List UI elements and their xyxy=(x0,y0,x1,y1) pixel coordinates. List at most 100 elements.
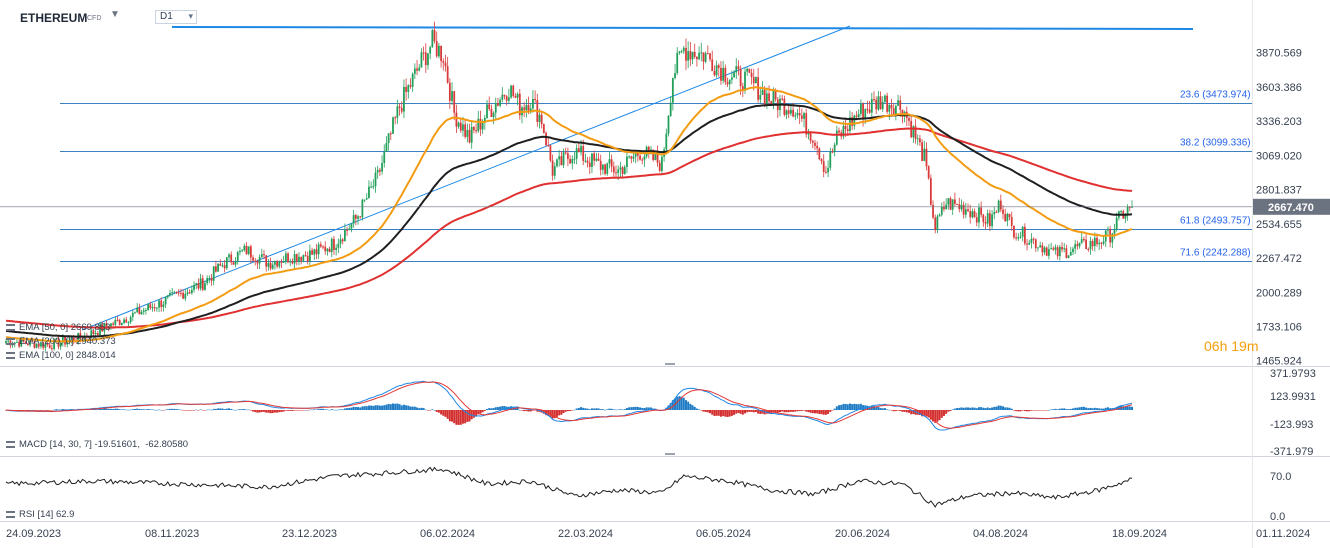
candle-body xyxy=(969,211,972,218)
macd-bar xyxy=(1039,410,1042,411)
candle-body xyxy=(315,249,318,255)
macd-bar xyxy=(1091,408,1094,410)
candle-body xyxy=(932,204,934,218)
candle-body xyxy=(164,297,167,305)
candle-body xyxy=(682,47,685,52)
macd-bar xyxy=(127,409,130,411)
macd-bar xyxy=(269,410,272,414)
macd-bar xyxy=(48,410,51,411)
macd-bar xyxy=(595,408,598,410)
macd-bar xyxy=(367,405,370,410)
macd-bar xyxy=(951,409,954,410)
fib-label-0: 23.6 (3473.974) xyxy=(1180,90,1251,101)
candle-body xyxy=(814,142,816,146)
macd-bar xyxy=(472,410,475,418)
macd-bar xyxy=(444,410,447,417)
macd-bar xyxy=(177,409,180,410)
candle-body xyxy=(881,101,884,110)
candle-body xyxy=(610,159,613,167)
candle-body xyxy=(433,30,436,42)
candle-body xyxy=(720,67,722,81)
candle-body xyxy=(422,52,425,54)
macd-bar xyxy=(617,409,620,411)
candle-body xyxy=(1006,213,1009,222)
candle-body xyxy=(870,99,873,113)
macd-bar xyxy=(1052,409,1055,410)
macd-bar xyxy=(247,409,250,411)
ema100-legend[interactable]: EMA [100, 0] 2848.014 xyxy=(6,350,116,361)
macd-bar xyxy=(219,408,222,410)
macd-legend[interactable]: MACD [14, 30, 7] -19.51601, -62.80580 xyxy=(6,439,188,450)
macd-bar xyxy=(728,410,731,417)
macd-bar xyxy=(332,409,335,411)
candle-timer: 06h 19m xyxy=(1204,338,1259,354)
candle-body xyxy=(477,118,480,132)
candle-body xyxy=(31,340,34,342)
ema200-legend[interactable]: EMA [200, 0] 2940.373 xyxy=(6,336,116,347)
macd-bar xyxy=(1067,409,1070,410)
rsi-legend[interactable]: RSI [14] 62.9 xyxy=(6,509,74,520)
candle-body xyxy=(18,341,21,347)
candle-body xyxy=(186,292,189,294)
candle-body xyxy=(199,278,202,289)
macd-bar xyxy=(144,409,147,410)
macd-bar xyxy=(553,410,556,419)
candle-body xyxy=(354,215,357,219)
candle-body xyxy=(1058,246,1061,257)
candle-body xyxy=(330,238,333,253)
candle-body xyxy=(1120,211,1122,213)
macd-bar xyxy=(46,410,49,411)
candle-body xyxy=(435,41,438,57)
macd-bar xyxy=(59,409,62,410)
candle-body xyxy=(175,292,178,294)
macd-bar xyxy=(582,407,585,410)
macd-bar xyxy=(42,410,45,411)
candle-body xyxy=(92,330,95,334)
macd-bar xyxy=(599,409,602,410)
macd-bar xyxy=(1080,406,1083,410)
macd-bar xyxy=(958,407,961,410)
macd-bar xyxy=(577,407,580,410)
macd-bar xyxy=(193,410,196,411)
macd-bar xyxy=(969,407,972,410)
macd-bar xyxy=(1065,408,1068,410)
candle-body xyxy=(658,162,661,171)
candle-body xyxy=(523,107,526,111)
symbol-name[interactable]: ETHEREUM xyxy=(20,11,88,25)
candle-body xyxy=(746,68,749,72)
candle-body xyxy=(55,338,58,340)
timeframe-select[interactable]: D1 ▾ xyxy=(155,10,197,24)
candle-body xyxy=(1126,206,1129,215)
candle-body xyxy=(1030,238,1033,243)
candle-body xyxy=(643,156,646,160)
macd-bar xyxy=(962,407,965,410)
rsi-label: RSI [14] xyxy=(19,509,54,520)
candle-body xyxy=(846,129,849,132)
ema50-legend[interactable]: EMA [50, 0] 2669.853 xyxy=(6,322,110,333)
candle-body xyxy=(37,343,40,347)
candle-body xyxy=(1037,247,1039,249)
macd-bar xyxy=(761,410,764,414)
candle-body xyxy=(997,200,1000,213)
macd-value2: -62.80580 xyxy=(145,439,189,450)
candle-body xyxy=(667,116,670,134)
candle-body xyxy=(532,98,534,109)
candle-body xyxy=(239,250,241,253)
caret-down-icon[interactable]: ▼ xyxy=(110,9,120,20)
macd-bar xyxy=(938,410,941,421)
macd-bar xyxy=(741,410,744,415)
macd-bar xyxy=(881,408,884,410)
macd-bar xyxy=(1087,408,1090,410)
candle-body xyxy=(127,322,130,324)
candle-body xyxy=(57,338,60,347)
candle-body xyxy=(573,158,576,160)
macd-bar xyxy=(982,407,985,410)
macd-bar xyxy=(632,407,635,410)
candle-body xyxy=(737,66,740,69)
macd-bar xyxy=(365,406,368,410)
candle-body xyxy=(787,110,790,114)
macd-bar xyxy=(1058,408,1061,410)
candle-body xyxy=(733,72,735,78)
candle-body xyxy=(392,117,394,134)
